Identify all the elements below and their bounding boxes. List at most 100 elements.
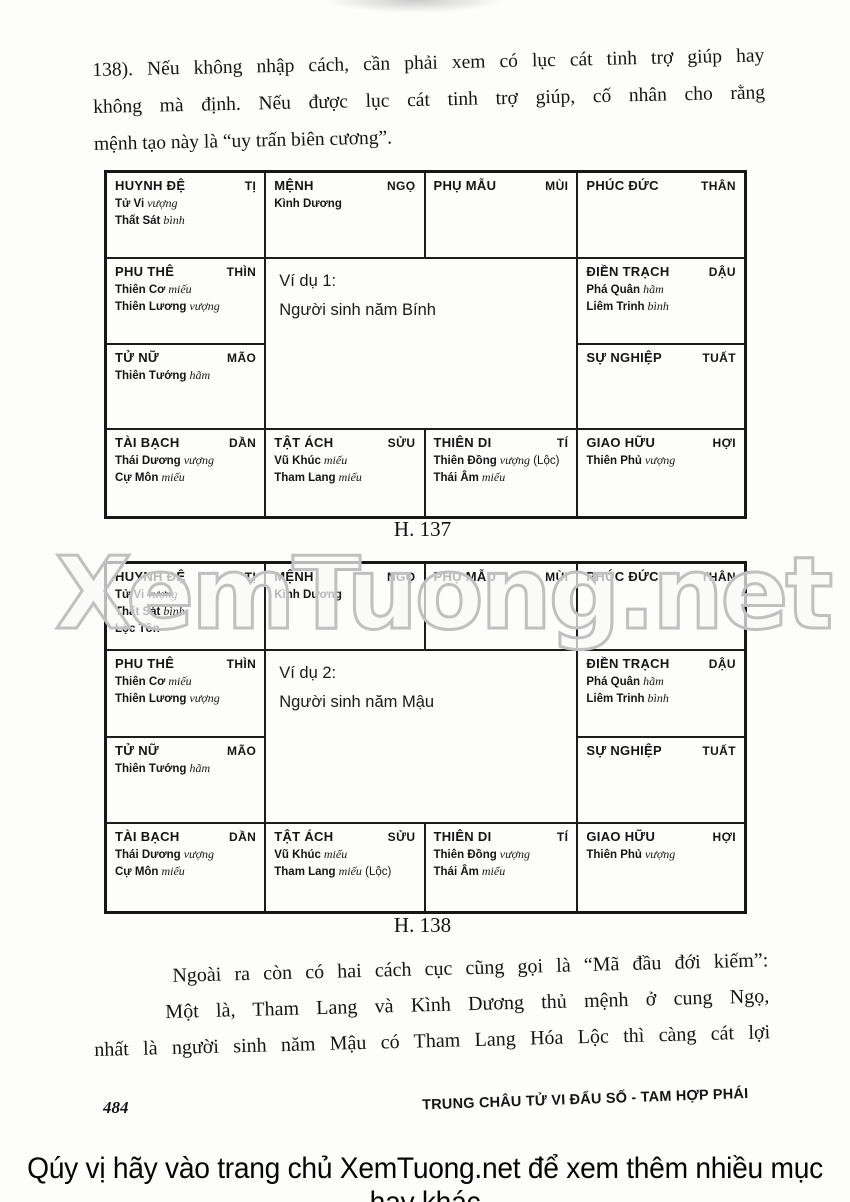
branch-name: HỢI [712,830,736,845]
star-name: Phá Quân [586,675,641,688]
star-line: Thất Sát bình [115,603,256,620]
star-list: Kình Dương [274,586,415,603]
palace-name: GIAO HỮU [586,435,656,451]
palace-cell-hoi: GIAO HỮU HỢI Thiên Phủ vượng [578,824,744,911]
palace-name: PHỤ MẪU [433,569,497,584]
branch-name: SỬU [387,830,416,845]
branch-name: TUẤT [702,743,736,758]
star-name: Lộc Tồn [115,623,160,635]
palace-cell-tuat: SỰ NGHIỆP TUẤT [578,738,744,825]
star-name: Thiên Cơ [115,283,166,296]
palace-name: TỬ NỮ [115,349,160,365]
star-list: Phá Quân hãm Liêm Trinh bình [586,673,736,707]
branch-name: SỬU [387,436,416,451]
example-subtitle: Người sinh năm Bính [279,300,436,319]
branch-name: THÌN [226,656,257,671]
star-line: Thiên Phủ vượng [586,452,736,469]
star-name: Tham Lang [274,866,336,879]
star-line: Thiên Lương vượng [115,690,256,707]
star-status: bình [160,604,185,618]
star-status: vượng [180,847,214,862]
palace-cell-tuat: SỰ NGHIỆP TUẤT [578,345,744,431]
star-name: Thiên Cơ [115,675,166,688]
palace-cell-thin: PHU THÊ THÌN Thiên Cơ miếu Thiên Lương vượ… [107,258,267,345]
star-line: Thái Âm miếu [434,863,569,880]
star-line: Tham Lang miếu [274,469,415,486]
branch-name: DẬU [708,656,736,671]
branch-name: MÃO [227,350,257,365]
branch-name: DẦN [229,436,257,451]
star-status: miếu [478,470,506,485]
star-note: (Lộc) [530,455,560,468]
palace-name: PHỤ MẪU [433,178,497,193]
palace-cell-ngo: MỆNH NGỌ Kình Dương [266,564,426,651]
star-name: Thất Sát [115,215,161,227]
palace-name: GIAO HỮU [586,829,656,845]
palace-name: TÀI BẠCH [115,829,180,845]
star-status: vượng [496,847,531,862]
star-list: Thái Dương vượng Cự Môn miếu [115,452,256,486]
tuvi-chart-h137: HUYNH ĐỆ TỊ Tử Vi vượng Thất Sát bình MỆNH… [104,170,747,519]
star-list: Thiên Đồng vượng (Lộc) Thái Âm miếu [434,452,569,486]
star-status: miếu [478,864,506,879]
branch-name: MÙI [545,179,569,193]
palace-name: THIÊN DI [433,829,492,845]
star-line: Cự Môn miếu [115,469,256,486]
star-name: Kình Dương [274,589,342,601]
branch-name: THÌN [226,264,257,279]
star-name: Thiên Tướng [115,762,187,775]
tuvi-chart-h138: HUYNH ĐỆ TỊ Tử Vi vượng Thất Sát bình Lộc T… [104,561,747,914]
palace-name: HUYNH ĐỆ [115,569,186,584]
star-name: Thái Âm [433,866,479,879]
star-line: Thiên Tướng hãm [115,760,256,777]
star-status: vượng [496,453,531,468]
star-name: Thiên Đồng [433,455,497,468]
star-status: miếu [320,453,348,468]
promo-line: Qúy vị hãy vào trang chủ XemTuong.net để… [27,1152,823,1202]
palace-cell-mui: PHỤ MẪU MÙI [425,564,579,651]
star-line: Kình Dương [274,586,415,603]
star-list: Thiên Đồng vượng Thái Âm miếu [434,846,569,880]
star-list: Thiên Cơ miếu Thiên Lương vượng [115,673,256,707]
palace-cell-suu: TẬT ÁCH SỬU Vũ Khúc miếu Tham Lang miếu (L… [266,824,426,911]
star-line: Thiên Tướng hãm [115,367,256,384]
star-status: hãm [186,760,211,775]
palace-name: TỬ NỮ [115,742,160,758]
star-name: Tham Lang [274,472,336,485]
palace-cell-dau: ĐIỀN TRẠCH DẬU Phá Quân hãm Liêm Trinh bìn… [578,651,744,738]
palace-cell-ty: THIÊN DI TÍ Thiên Đồng vượng (Lộc) Thái Âm… [426,430,579,516]
palace-cell-ty: THIÊN DI TÍ Thiên Đồng vượng Thái Âm miếu [426,824,579,911]
example-cell: Ví dụ 1: Người sinh năm Bính [266,258,579,431]
star-line: Vũ Khúc miếu [274,452,415,469]
palace-name: THIÊN DI [433,435,492,451]
star-name: Thiên Đồng [433,849,497,862]
star-line: Thiên Lương vượng [115,298,256,315]
star-status: vượng [144,196,178,210]
palace-name: PHÚC ĐỨC [586,569,659,584]
star-line: Kình Dương [274,195,415,212]
star-line: Phá Quân hãm [586,281,736,298]
star-list: Thiên Cơ miếu Thiên Lương vượng [115,281,256,315]
example-title: Ví dụ 2: [279,663,337,682]
scan-smudge [325,0,505,13]
branch-name: TÍ [556,436,569,451]
star-list: Thiên Tướng hãm [115,367,256,384]
star-line: Thiên Cơ miếu [115,281,256,298]
example-subtitle: Người sinh năm Mậu [279,692,435,711]
palace-name: HUYNH ĐỆ [115,178,186,193]
palace-name: ĐIỀN TRẠCH [586,655,670,671]
star-name: Vũ Khúc [274,849,321,862]
palace-cell-mui: PHỤ MẪU MÙI [425,173,579,259]
star-status: hãm [640,673,664,688]
star-line: Thất Sát bình [115,212,256,229]
branch-name: TUẤT [702,350,736,365]
palace-cell-hoi: GIAO HỮU HỢI Thiên Phủ vượng [578,430,744,516]
star-name: Cự Môn [115,866,159,879]
star-line: Lộc Tồn [115,620,256,637]
palace-cell-than: PHÚC ĐỨC THÂN [578,173,744,259]
star-list: Thiên Phủ vượng [586,846,736,863]
star-status: miếu [335,470,362,485]
star-list: Tử Vi vượng Thất Sát bình [115,195,256,229]
palace-cell-suu: TẬT ÁCH SỬU Vũ Khúc miếu Tham Lang miếu [266,430,426,516]
